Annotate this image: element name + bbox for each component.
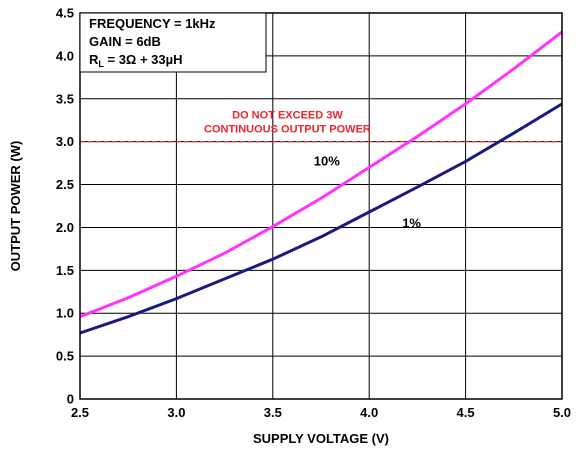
y-tick-label: 0 bbox=[67, 392, 74, 407]
x-tick-label: 3.0 bbox=[167, 405, 185, 420]
y-tick-label: 2.0 bbox=[56, 220, 74, 235]
y-tick-label: 3.0 bbox=[56, 134, 74, 149]
conditions-box bbox=[79, 12, 267, 73]
y-tick-label: 1.5 bbox=[56, 263, 74, 278]
limit-label-line1: DO NOT EXCEED 3W bbox=[232, 110, 343, 122]
y-tick-label: 0.5 bbox=[56, 349, 74, 364]
x-tick-label: 2.5 bbox=[71, 405, 89, 420]
limit-line-group: DO NOT EXCEED 3W CONTINUOUS OUTPUT POWER bbox=[80, 110, 562, 143]
x-axis-label: SUPPLY VOLTAGE (V) bbox=[253, 431, 389, 446]
load-value: = 3Ω + 33µH bbox=[104, 52, 183, 67]
x-tick-label: 5.0 bbox=[553, 405, 571, 420]
x-tick-label: 4.0 bbox=[360, 405, 378, 420]
load-subscript: L bbox=[98, 59, 104, 69]
y-tick-label: 1.0 bbox=[56, 306, 74, 321]
series-label-2: 1% bbox=[402, 215, 421, 230]
condition-load: RL = 3Ω + 33µH bbox=[89, 52, 183, 69]
y-tick-label: 4.5 bbox=[56, 6, 74, 21]
load-prefix: R bbox=[89, 52, 99, 67]
y-tick-label: 3.5 bbox=[56, 91, 74, 106]
condition-frequency: FREQUENCY = 1kHz bbox=[89, 16, 216, 31]
series-label-1: 10% bbox=[314, 154, 340, 169]
tick-labels: 2.5 3.0 3.5 4.0 4.5 5.0 0 0.5 1.0 1.5 2.0 2.5 3.0 3.5… bbox=[56, 6, 571, 421]
y-axis-label: OUTPUT POWER (W) bbox=[8, 141, 23, 272]
x-tick-label: 3.5 bbox=[264, 405, 282, 420]
condition-gain: GAIN = 6dB bbox=[89, 34, 161, 49]
series-line-1 bbox=[79, 30, 563, 319]
limit-label-line2: CONTINUOUS OUTPUT POWER bbox=[204, 124, 371, 136]
plot-frame bbox=[79, 12, 563, 400]
series-line-2 bbox=[79, 102, 563, 335]
y-tick-label: 2.5 bbox=[56, 177, 74, 192]
y-tick-label: 4.0 bbox=[56, 48, 74, 63]
x-tick-label: 4.5 bbox=[457, 405, 475, 420]
series-group: 10% 1% bbox=[79, 30, 563, 335]
